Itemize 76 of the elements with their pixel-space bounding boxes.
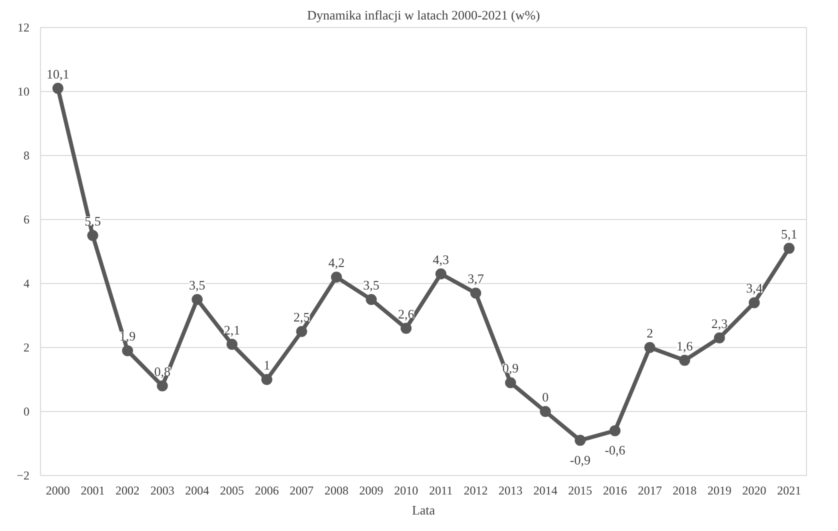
- x-tick-label: 2021: [777, 484, 802, 498]
- point: [748, 297, 760, 308]
- y-tick-label: 12: [18, 20, 30, 34]
- y-tick-label: 2: [24, 340, 30, 354]
- data-label: 1,9: [119, 328, 136, 344]
- point: [784, 242, 795, 254]
- x-axis-title: Lata: [412, 502, 436, 518]
- point: [714, 332, 725, 344]
- x-tick-label: 2003: [150, 484, 174, 498]
- data-label: 10,1: [46, 66, 70, 82]
- data-label: 0,8: [154, 364, 170, 379]
- x-tick-label: 2001: [80, 484, 105, 498]
- point: [679, 354, 690, 366]
- data-label: -0,6: [604, 442, 626, 458]
- data-label: 1,6: [676, 338, 694, 354]
- x-tick-label: 2000: [46, 484, 70, 498]
- point: [540, 406, 551, 417]
- point: [296, 326, 308, 337]
- x-tick-label: 2012: [464, 484, 488, 498]
- point: [87, 230, 98, 241]
- x-tick-label: 2002: [116, 484, 140, 498]
- data-label: 2,3: [711, 316, 728, 331]
- point: [192, 294, 203, 305]
- y-tick-label: 0: [24, 404, 30, 418]
- x-tick-label: 2018: [672, 484, 697, 498]
- x-tick-label: 2017: [638, 484, 662, 498]
- data-label: 2,1: [224, 322, 240, 338]
- x-tick-label: 2014: [533, 484, 558, 498]
- data-label: 3,5: [363, 278, 380, 292]
- data-label: 5,1: [780, 226, 798, 242]
- point: [366, 294, 377, 305]
- x-tick-label: 2019: [707, 484, 732, 498]
- point: [261, 374, 272, 385]
- x-tick-label: 2006: [254, 484, 279, 498]
- x-tick-label: 2020: [742, 484, 766, 498]
- y-tick-label: 6: [24, 212, 30, 226]
- x-tick-label: 2013: [498, 484, 523, 498]
- point: [574, 434, 586, 446]
- x-tick-label: 2004: [185, 484, 210, 498]
- x-tick-label: 2007: [290, 484, 314, 498]
- x-tick-label: 2015: [568, 484, 592, 498]
- point: [156, 380, 168, 392]
- y-tick-label: 4: [24, 276, 30, 290]
- x-tick-label: 2010: [394, 484, 418, 498]
- point: [505, 377, 516, 388]
- data-label: 4,2: [328, 255, 345, 270]
- x-tick-label: 2016: [603, 484, 627, 498]
- point: [470, 288, 482, 299]
- point: [644, 342, 656, 353]
- point: [435, 268, 446, 280]
- data-label: 4,3: [432, 252, 450, 267]
- point: [52, 82, 64, 94]
- point: [610, 425, 620, 436]
- data-label: -0,9: [570, 452, 590, 468]
- point: [226, 338, 238, 350]
- data-label: 3,7: [468, 271, 484, 286]
- data-label: 2: [646, 326, 654, 340]
- point: [400, 322, 412, 334]
- data-label: 0,9: [502, 360, 519, 376]
- point: [330, 272, 342, 283]
- data-label: 0: [542, 390, 549, 404]
- x-tick-label: 2009: [359, 484, 384, 498]
- point: [122, 345, 134, 356]
- x-tick-label: 2008: [324, 484, 348, 498]
- data-label: 2,5: [294, 310, 310, 324]
- data-label: 1: [264, 358, 270, 372]
- x-tick-label: 2011: [429, 484, 453, 498]
- y-tick-label: −2: [16, 468, 30, 482]
- y-tick-label: 10: [18, 84, 30, 98]
- y-tick-label: 8: [24, 148, 30, 162]
- data-label: 3,4: [746, 280, 763, 296]
- data-label: 3,5: [189, 278, 206, 292]
- data-label: 2,6: [398, 306, 415, 322]
- x-tick-label: 2005: [220, 484, 244, 498]
- data-label: 5,5: [84, 214, 101, 228]
- chart-title: Dynamika inflacji w latach 2000-2021 (w%): [307, 8, 540, 22]
